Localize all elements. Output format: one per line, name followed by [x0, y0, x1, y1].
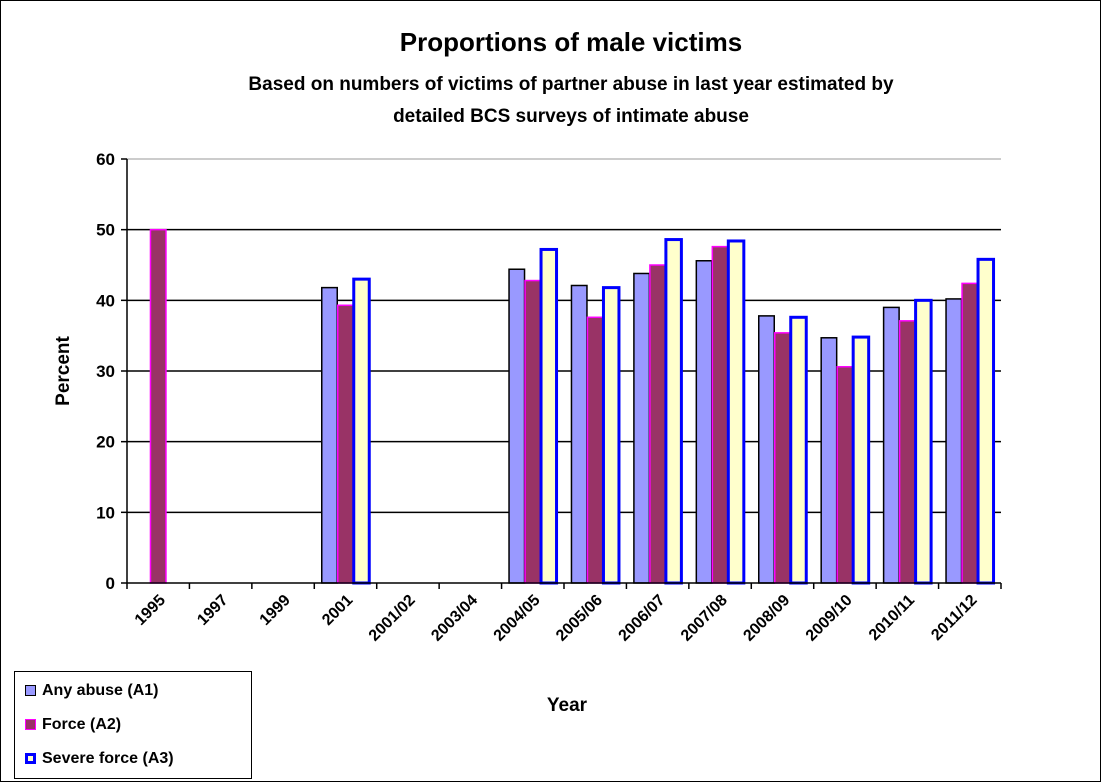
bar-2-2004-05	[524, 279, 542, 584]
chart-subtitle-line-1: Based on numbers of victims of partner a…	[248, 74, 894, 95]
chart-title: Proportions of male victims	[399, 27, 743, 57]
bar-2-1995	[149, 228, 167, 584]
bar-3-2005-06	[601, 286, 621, 585]
bar-2-2007-08	[711, 245, 729, 584]
bar-3-2001	[352, 277, 371, 585]
bar-2-2010-11	[898, 320, 916, 584]
legend-item-a3: Severe force (A3)	[25, 750, 174, 770]
bar-2-2008-09	[774, 332, 791, 584]
x-tick-label-2008-09: 2008/09	[740, 592, 793, 645]
x-tick-label-2011-12: 2011/12	[928, 592, 980, 644]
y-tick-label-60: 60	[96, 150, 115, 169]
x-tick-label-1995: 1995	[132, 592, 169, 629]
legend-label-a3: Severe force (A3)	[42, 750, 174, 767]
x-tick-label-2004-05: 2004/05	[491, 592, 544, 645]
legend-swatch-a3	[25, 753, 36, 764]
x-tick-label-1997: 1997	[194, 592, 231, 629]
x-tick-label-2001: 2001	[319, 592, 356, 629]
bar-2-2001	[337, 304, 354, 584]
x-tick-label-2001-02: 2001/02	[366, 592, 419, 645]
bar-2-2011-12	[961, 282, 979, 584]
bar-1-2005-06	[570, 284, 588, 584]
bar-3-2011-12	[976, 257, 996, 585]
y-tick-label-50: 50	[96, 221, 115, 240]
y-tick-label-10: 10	[96, 503, 115, 522]
x-tick-label-1999: 1999	[257, 592, 294, 629]
legend-swatch-a2	[25, 719, 36, 730]
bar-1-2001	[321, 286, 338, 584]
bar-3-2008-09	[789, 315, 808, 585]
x-tick-label-2010-11: 2010/11	[866, 592, 918, 644]
y-axis-label: Percent	[53, 335, 74, 405]
bar-1-2004-05	[508, 268, 526, 584]
bar-3-2004-05	[539, 247, 559, 585]
bar-2-2005-06	[586, 316, 604, 584]
chart-subtitle-line-2: detailed BCS surveys of intimate abuse	[393, 106, 749, 127]
y-tick-label-40: 40	[96, 291, 115, 310]
bar-3-2006-07	[664, 238, 683, 585]
chart-subtitle: Based on numbers of victims of partner a…	[121, 69, 1021, 133]
y-tick-label-30: 30	[96, 362, 115, 381]
bar-1-2009-10	[820, 337, 838, 584]
bar-1-2006-07	[633, 272, 651, 584]
x-tick-label-2003-04: 2003/04	[428, 592, 481, 645]
bar-1-2007-08	[695, 260, 713, 584]
legend-item-a1: Any abuse (A1)	[25, 682, 158, 702]
x-tick-label-2005-06: 2005/06	[553, 592, 606, 645]
legend-item-a2: Force (A2)	[25, 716, 121, 736]
legend-label-a1: Any abuse (A1)	[42, 682, 159, 699]
bar-3-2009-10	[851, 335, 871, 585]
bar-1-2011-12	[945, 298, 963, 584]
y-tick-label-0: 0	[106, 574, 115, 593]
bar-2-2009-10	[836, 366, 854, 584]
x-tick-label-2009-10: 2009/10	[803, 592, 856, 645]
bar-3-2007-08	[726, 239, 746, 585]
bar-2-2006-07	[649, 264, 667, 584]
y-tick-label-20: 20	[96, 433, 115, 452]
bar-1-2008-09	[758, 315, 775, 584]
legend-label-a2: Force (A2)	[42, 716, 122, 733]
x-tick-label-2007-08: 2007/08	[678, 592, 731, 645]
bar-1-2010-11	[882, 306, 900, 584]
legend-swatch-a1	[25, 685, 36, 696]
x-axis-label: Year	[547, 695, 588, 716]
x-tick-label-2006-07: 2006/07	[616, 592, 669, 645]
chart-legend: Any abuse (A1) Force (A2) Severe force (…	[14, 671, 252, 779]
bar-3-2010-11	[914, 298, 933, 585]
